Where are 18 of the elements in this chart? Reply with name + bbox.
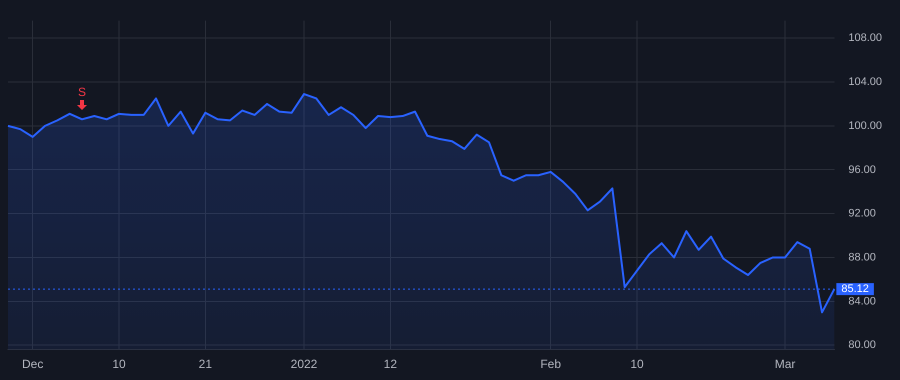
y-tick-label: 96.00 bbox=[848, 164, 876, 176]
x-tick-label: 21 bbox=[198, 357, 212, 372]
ref-line-label: 85.12 bbox=[841, 283, 869, 296]
x-tick-label: 2022 bbox=[290, 357, 318, 372]
y-tick-label: 108.00 bbox=[848, 32, 882, 44]
y-tick-label: 80.00 bbox=[848, 339, 876, 352]
x-tick-label: 10 bbox=[630, 357, 644, 372]
y-tick-label: 88.00 bbox=[848, 252, 876, 264]
y-tick-label: 84.00 bbox=[848, 295, 876, 308]
x-tick-label: Feb bbox=[540, 357, 562, 372]
x-tick-label: 10 bbox=[112, 357, 126, 372]
x-tick-label: Mar bbox=[774, 357, 796, 372]
y-tick-label: 92.00 bbox=[848, 208, 876, 220]
y-tick-label: 100.00 bbox=[848, 120, 882, 132]
annotation: S bbox=[76, 85, 87, 100]
x-tick-label: Dec bbox=[22, 357, 44, 372]
x-tick-label: 12 bbox=[384, 357, 398, 372]
y-tick-label: 104.00 bbox=[848, 76, 882, 88]
